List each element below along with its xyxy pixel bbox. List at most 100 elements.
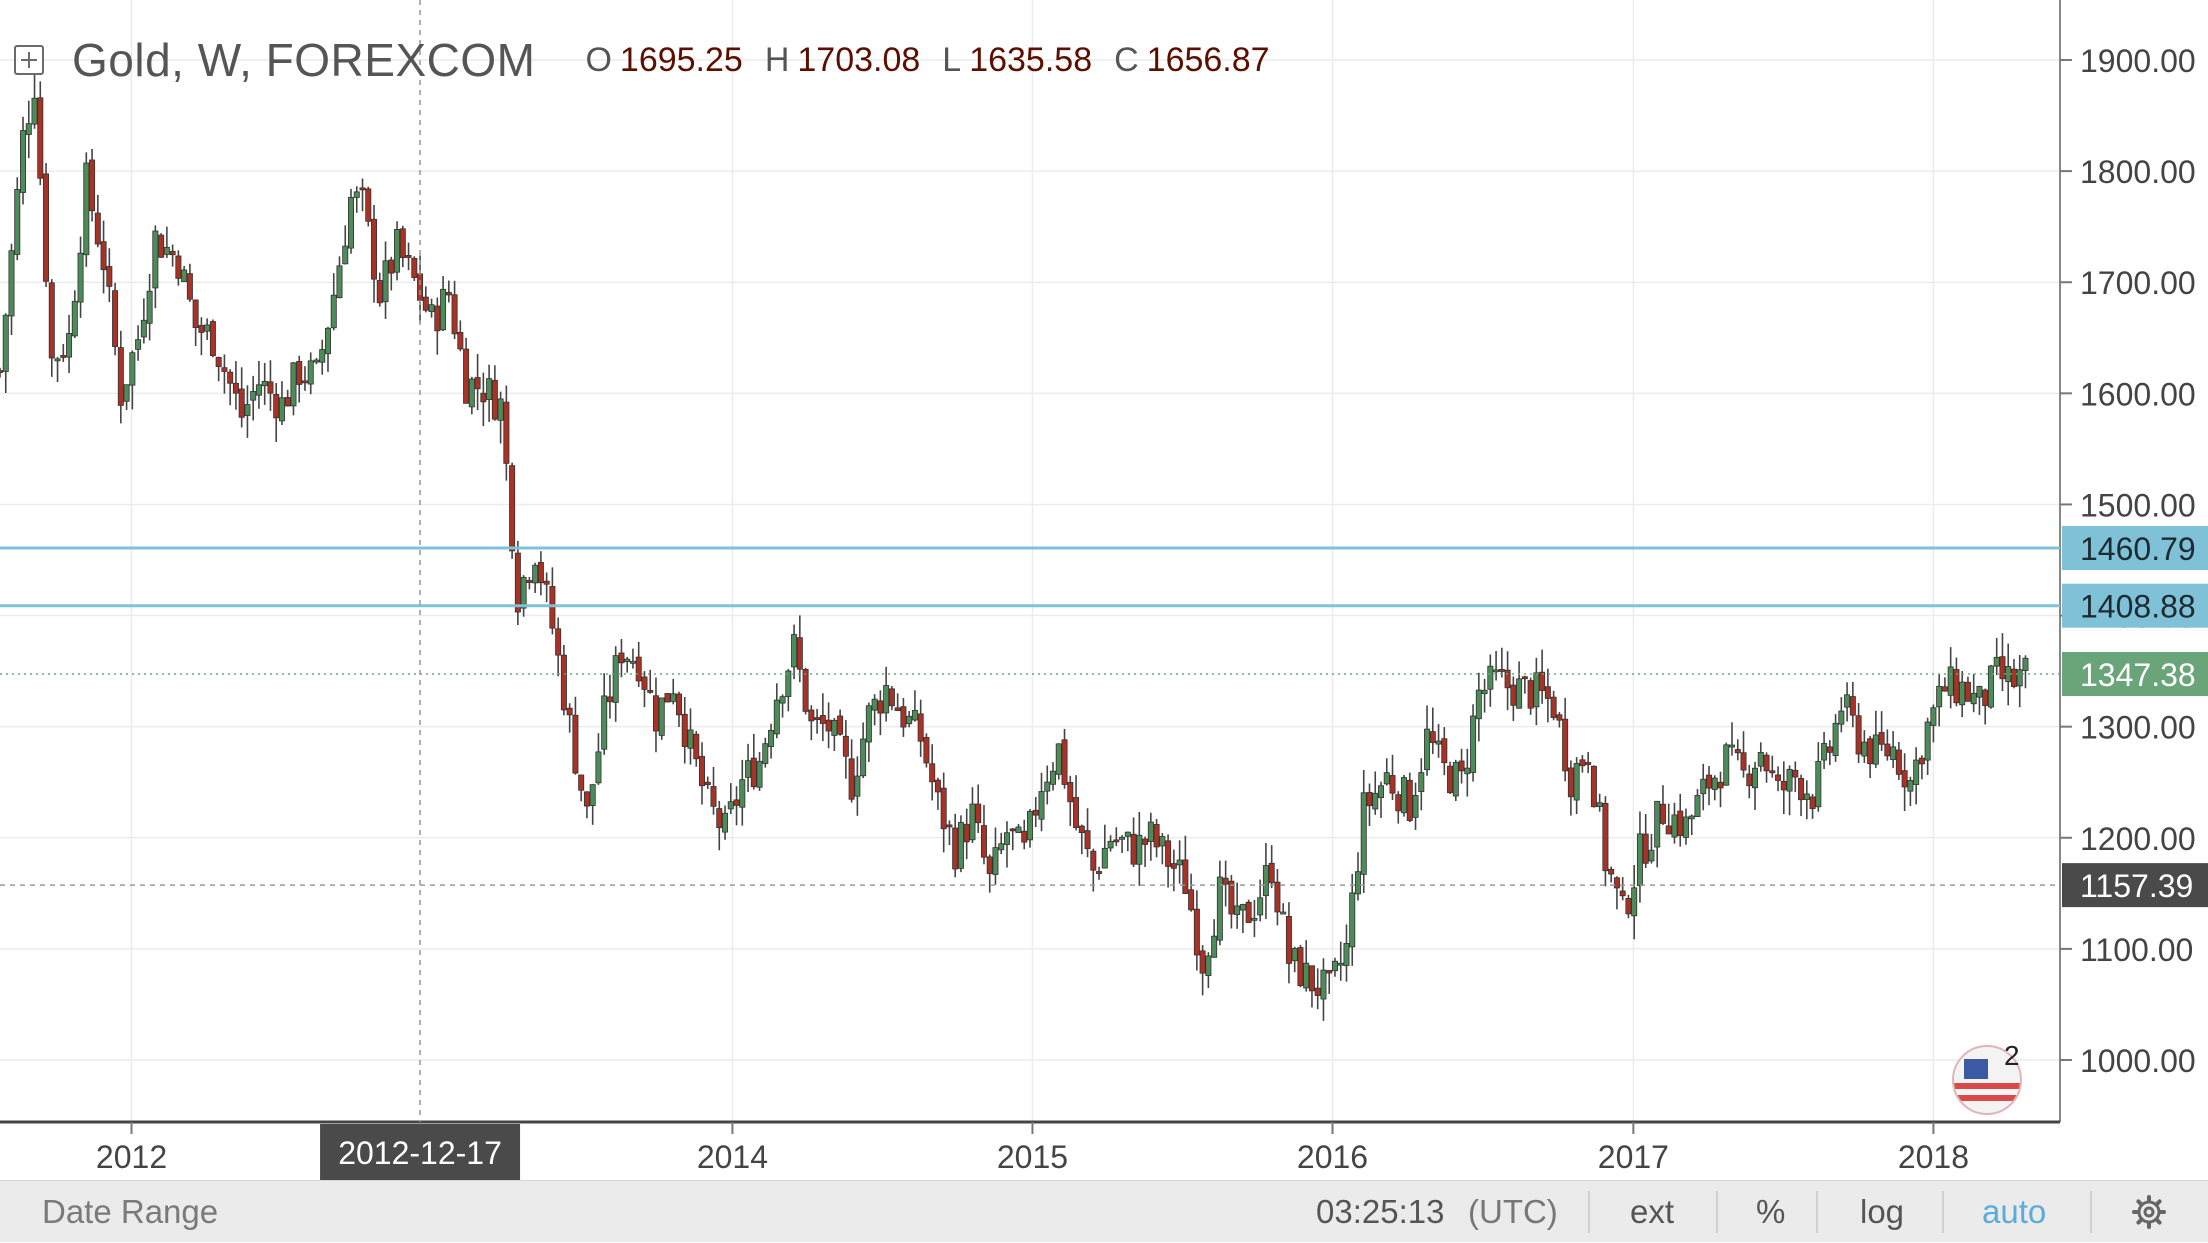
candle-down <box>526 580 533 583</box>
toolbar-divider <box>2090 1191 2092 1233</box>
candle-up <box>1924 721 1931 761</box>
price-tick-label: 1300.00 <box>2080 710 2196 746</box>
candle-down <box>1193 908 1200 956</box>
candle-down <box>635 656 642 682</box>
candle-up <box>440 288 447 331</box>
candle-up <box>163 246 170 255</box>
candle-up <box>152 230 159 289</box>
candle-down <box>1918 757 1925 765</box>
auto-scale-toggle[interactable]: auto <box>1982 1193 2047 1230</box>
price-axis[interactable]: 1000.001100.001200.001300.001400.001500.… <box>2060 43 2196 1079</box>
collapse-legend-icon[interactable] <box>14 45 44 75</box>
candle-down <box>1941 686 1948 692</box>
candle-up <box>1211 935 1218 958</box>
time-tick-label: 2017 <box>1598 1139 1669 1175</box>
candle-down <box>1642 833 1649 864</box>
candle-up <box>1003 832 1010 845</box>
candle-down <box>837 715 844 735</box>
candle-up <box>992 847 999 875</box>
candle-up <box>1729 744 1736 748</box>
candle-down <box>106 266 113 287</box>
candle-down <box>221 367 228 372</box>
level-price-tag <box>2062 583 2208 628</box>
percent-scale-toggle[interactable]: % <box>1756 1193 1786 1230</box>
toolbar-divider <box>1716 1191 1718 1233</box>
candle-up <box>1838 710 1845 725</box>
candle-down <box>1245 901 1252 923</box>
candle-up <box>1844 694 1851 708</box>
candle-down <box>549 586 556 629</box>
candle-down <box>1953 669 1960 704</box>
candle-down <box>514 552 521 613</box>
candle-up <box>532 564 539 584</box>
candle-up <box>1055 743 1062 775</box>
economic-events-flag-icon[interactable] <box>1952 1045 2022 1115</box>
candle-down <box>1544 686 1551 699</box>
candle-down <box>1895 749 1902 775</box>
candle-up <box>739 779 746 808</box>
settings-gear-icon[interactable] <box>2132 1195 2166 1229</box>
candle-up <box>1890 746 1897 760</box>
ext-hours-toggle[interactable]: ext <box>1630 1193 1675 1230</box>
candle-down <box>1326 970 1333 974</box>
candle-up <box>14 189 21 255</box>
time-tick-label: 2015 <box>997 1139 1068 1175</box>
timezone-button[interactable]: (UTC) <box>1468 1193 1558 1230</box>
candle-down <box>1740 752 1747 771</box>
candle-up <box>727 801 734 810</box>
candle-down <box>48 282 55 359</box>
candle-down <box>664 693 671 703</box>
candle-up <box>1821 743 1828 761</box>
candle-up <box>2016 669 2023 687</box>
candle-up <box>969 803 976 841</box>
candle-up <box>25 123 32 135</box>
candle-up <box>129 352 136 386</box>
candle-down <box>491 379 498 420</box>
price-tick-label: 1200.00 <box>2080 821 2196 857</box>
candle-up <box>1015 826 1022 834</box>
candle-up <box>871 698 878 711</box>
candle-down <box>158 234 165 258</box>
candle-down <box>808 709 815 722</box>
candle-up <box>1412 795 1419 818</box>
candle-down <box>1032 809 1039 816</box>
candle-up <box>1573 763 1580 801</box>
candle-up <box>1320 969 1327 1000</box>
candle-down <box>422 296 429 311</box>
candle-down <box>186 273 193 300</box>
candle-down <box>1855 715 1862 755</box>
candle-up <box>319 349 326 363</box>
candle-down <box>1849 696 1856 716</box>
symbol-title[interactable]: Gold, W, FOREXCOM <box>72 34 536 86</box>
candle-down <box>434 305 441 332</box>
candle-down <box>716 808 723 829</box>
candle-down <box>1096 871 1103 874</box>
candle-down <box>1590 765 1597 808</box>
candle-down <box>894 707 901 712</box>
crosshair-price-label: 1157.39 <box>2080 868 2193 904</box>
candle-down <box>371 218 378 280</box>
candle-up <box>658 697 665 736</box>
log-scale-toggle[interactable]: log <box>1860 1193 1905 1230</box>
candle-up <box>1378 785 1385 799</box>
date-range-button[interactable]: Date Range <box>42 1193 219 1230</box>
time-axis[interactable]: 2012 2014 2015 2016 2017 2018 <box>96 1122 1969 1175</box>
candle-down <box>1458 760 1465 772</box>
candle-down <box>238 388 245 418</box>
candle-down <box>946 824 953 828</box>
candle-down <box>1613 877 1620 889</box>
candle-up <box>1752 767 1759 789</box>
candle-down <box>1199 950 1206 974</box>
candle-down <box>1314 987 1321 996</box>
price-chart[interactable]: 1000.001100.001200.001300.001400.001500.… <box>0 0 2208 1180</box>
candle-up <box>83 162 90 256</box>
candle-down <box>1878 732 1885 745</box>
candle-up <box>54 358 61 362</box>
candle-down <box>463 348 470 404</box>
candle-up <box>1176 859 1183 866</box>
candle-up <box>244 404 251 416</box>
candle-down <box>578 774 585 791</box>
candle-down <box>1222 877 1229 885</box>
candle-up <box>1337 962 1344 966</box>
candle-down <box>365 188 372 222</box>
